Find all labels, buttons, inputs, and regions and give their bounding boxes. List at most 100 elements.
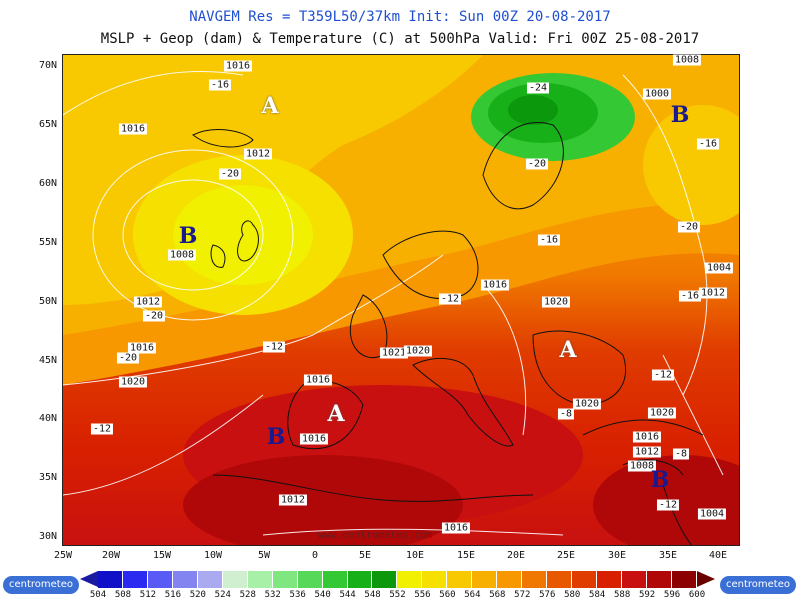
isobar-label: 1004 [704, 262, 734, 274]
colorbar-swatch [197, 571, 223, 588]
weather-map [62, 54, 740, 546]
lon-label: 5E [358, 550, 372, 561]
colorbar-swatch [671, 571, 697, 588]
lat-label: 70N [38, 60, 57, 71]
lat-label: 40N [38, 413, 57, 424]
colorbar-swatch [297, 571, 323, 588]
isobar-label: 1016 [480, 279, 510, 291]
colorbar-tick-label: 584 [589, 590, 606, 600]
temperature-label: -20 [142, 310, 166, 322]
isobar-label: 1016 [118, 123, 148, 135]
temperature-label: -12 [656, 499, 680, 511]
isobar-label: 1020 [541, 296, 571, 308]
temperature-label: -16 [678, 290, 702, 302]
colorbar-tick-label: 592 [638, 590, 656, 600]
lat-label: 65N [38, 119, 57, 130]
colorbar-swatch [472, 571, 498, 588]
lon-label: 0 [311, 550, 319, 561]
lat-label: 45N [38, 355, 57, 366]
lat-label: 35N [38, 472, 57, 483]
temperature-label: -20 [677, 221, 701, 233]
high-pressure-center: A [261, 93, 279, 119]
temperature-label: -12 [90, 423, 114, 435]
colorbar-swatch [98, 571, 123, 588]
isobar-label: 1012 [133, 296, 163, 308]
colorbar-tick-label: 552 [389, 590, 406, 600]
temperature-label: -8 [672, 448, 690, 460]
colorbar-tick-label: 512 [139, 590, 157, 600]
isobar-label: 1020 [647, 407, 677, 419]
low-pressure-center: B [266, 424, 286, 450]
colorbar-tick-label: 536 [289, 590, 306, 600]
colorbar-swatch [397, 571, 423, 588]
isobar-label: 1000 [642, 88, 672, 100]
temperature-label: -12 [438, 293, 462, 305]
colorbar-high-arrow [697, 571, 715, 587]
isobar-label: 1004 [697, 508, 727, 520]
colorbar-swatch [247, 571, 273, 588]
colorbar-tick-label: 600 [688, 590, 706, 600]
high-pressure-center: A [559, 337, 577, 363]
lon-label: 10E [405, 550, 425, 561]
colorbar-swatch [172, 571, 198, 588]
lon-label: 35E [658, 550, 678, 561]
colorbar-swatch [597, 571, 623, 588]
colorbar-swatch [572, 571, 598, 588]
title-model-run: NAVGEM Res = T359L50/37km Init: Sun 00Z … [189, 9, 611, 25]
colorbar-tick-label: 528 [239, 590, 256, 600]
lat-label: 30N [38, 531, 57, 542]
watermark: www.centrometeo.com [318, 530, 433, 541]
colorbar-tick-label: 588 [613, 590, 631, 600]
lon-label: 20W [101, 550, 121, 561]
low-pressure-center: B [670, 102, 690, 128]
colorbar-swatch [422, 571, 448, 588]
colorbar-low-arrow [80, 571, 98, 587]
colorbar-swatch [372, 571, 398, 588]
isobar-label: 1016 [303, 374, 333, 386]
isobar-label: 1016 [299, 433, 329, 445]
colorbar-tick-label: 544 [339, 590, 356, 600]
temperature-label: -20 [218, 168, 242, 180]
colorbar-swatch [322, 571, 348, 588]
centrometeo-logo: centrometeo [3, 576, 79, 594]
colorbar-tick-label: 516 [164, 590, 182, 600]
temperature-label: -16 [208, 79, 232, 91]
colorbar-tick-label: 564 [464, 590, 481, 600]
colorbar-swatch [547, 571, 573, 588]
isobar-label: 1012 [278, 494, 308, 506]
map-canvas [63, 55, 739, 545]
lat-label: 50N [38, 296, 57, 307]
colorbar-tick-label: 524 [214, 590, 231, 600]
temperature-label: -24 [526, 82, 550, 94]
lon-label: 10W [203, 550, 223, 561]
lat-label: 55N [38, 237, 57, 248]
isobar-label: 1016 [127, 342, 157, 354]
colorbar-swatch [522, 571, 548, 588]
colorbar-tick-label: 572 [514, 590, 531, 600]
isobar-label: 1008 [167, 249, 197, 261]
colorbar-tick-label: 504 [89, 590, 107, 600]
colorbar-tick-label: 576 [539, 590, 556, 600]
lon-label: 25W [53, 550, 73, 561]
colorbar-swatch [122, 571, 148, 588]
lon-label: 5W [257, 550, 271, 561]
colorbar-swatch [147, 571, 173, 588]
temperature-label: -8 [557, 408, 575, 420]
colorbar-swatch [622, 571, 647, 588]
colorbar [98, 571, 697, 588]
lon-label: 15E [456, 550, 476, 561]
colorbar-tick-label: 508 [114, 590, 132, 600]
isobar-label: 1021 [379, 347, 409, 359]
lon-label: 20E [506, 550, 526, 561]
lon-label: 25E [556, 550, 576, 561]
colorbar-tick-label: 540 [314, 590, 331, 600]
colorbar-swatch [646, 571, 672, 588]
title-product: MSLP + Geop (dam) & Temperature (C) at 5… [100, 31, 700, 47]
colorbar-tick-label: 556 [414, 590, 431, 600]
temperature-label: -16 [696, 138, 720, 150]
high-pressure-center: A [327, 401, 345, 427]
colorbar-tick-label: 596 [663, 590, 681, 600]
isobar-label: 1012 [243, 148, 273, 160]
isobar-label: 1012 [698, 287, 728, 299]
colorbar-swatch [222, 571, 248, 588]
